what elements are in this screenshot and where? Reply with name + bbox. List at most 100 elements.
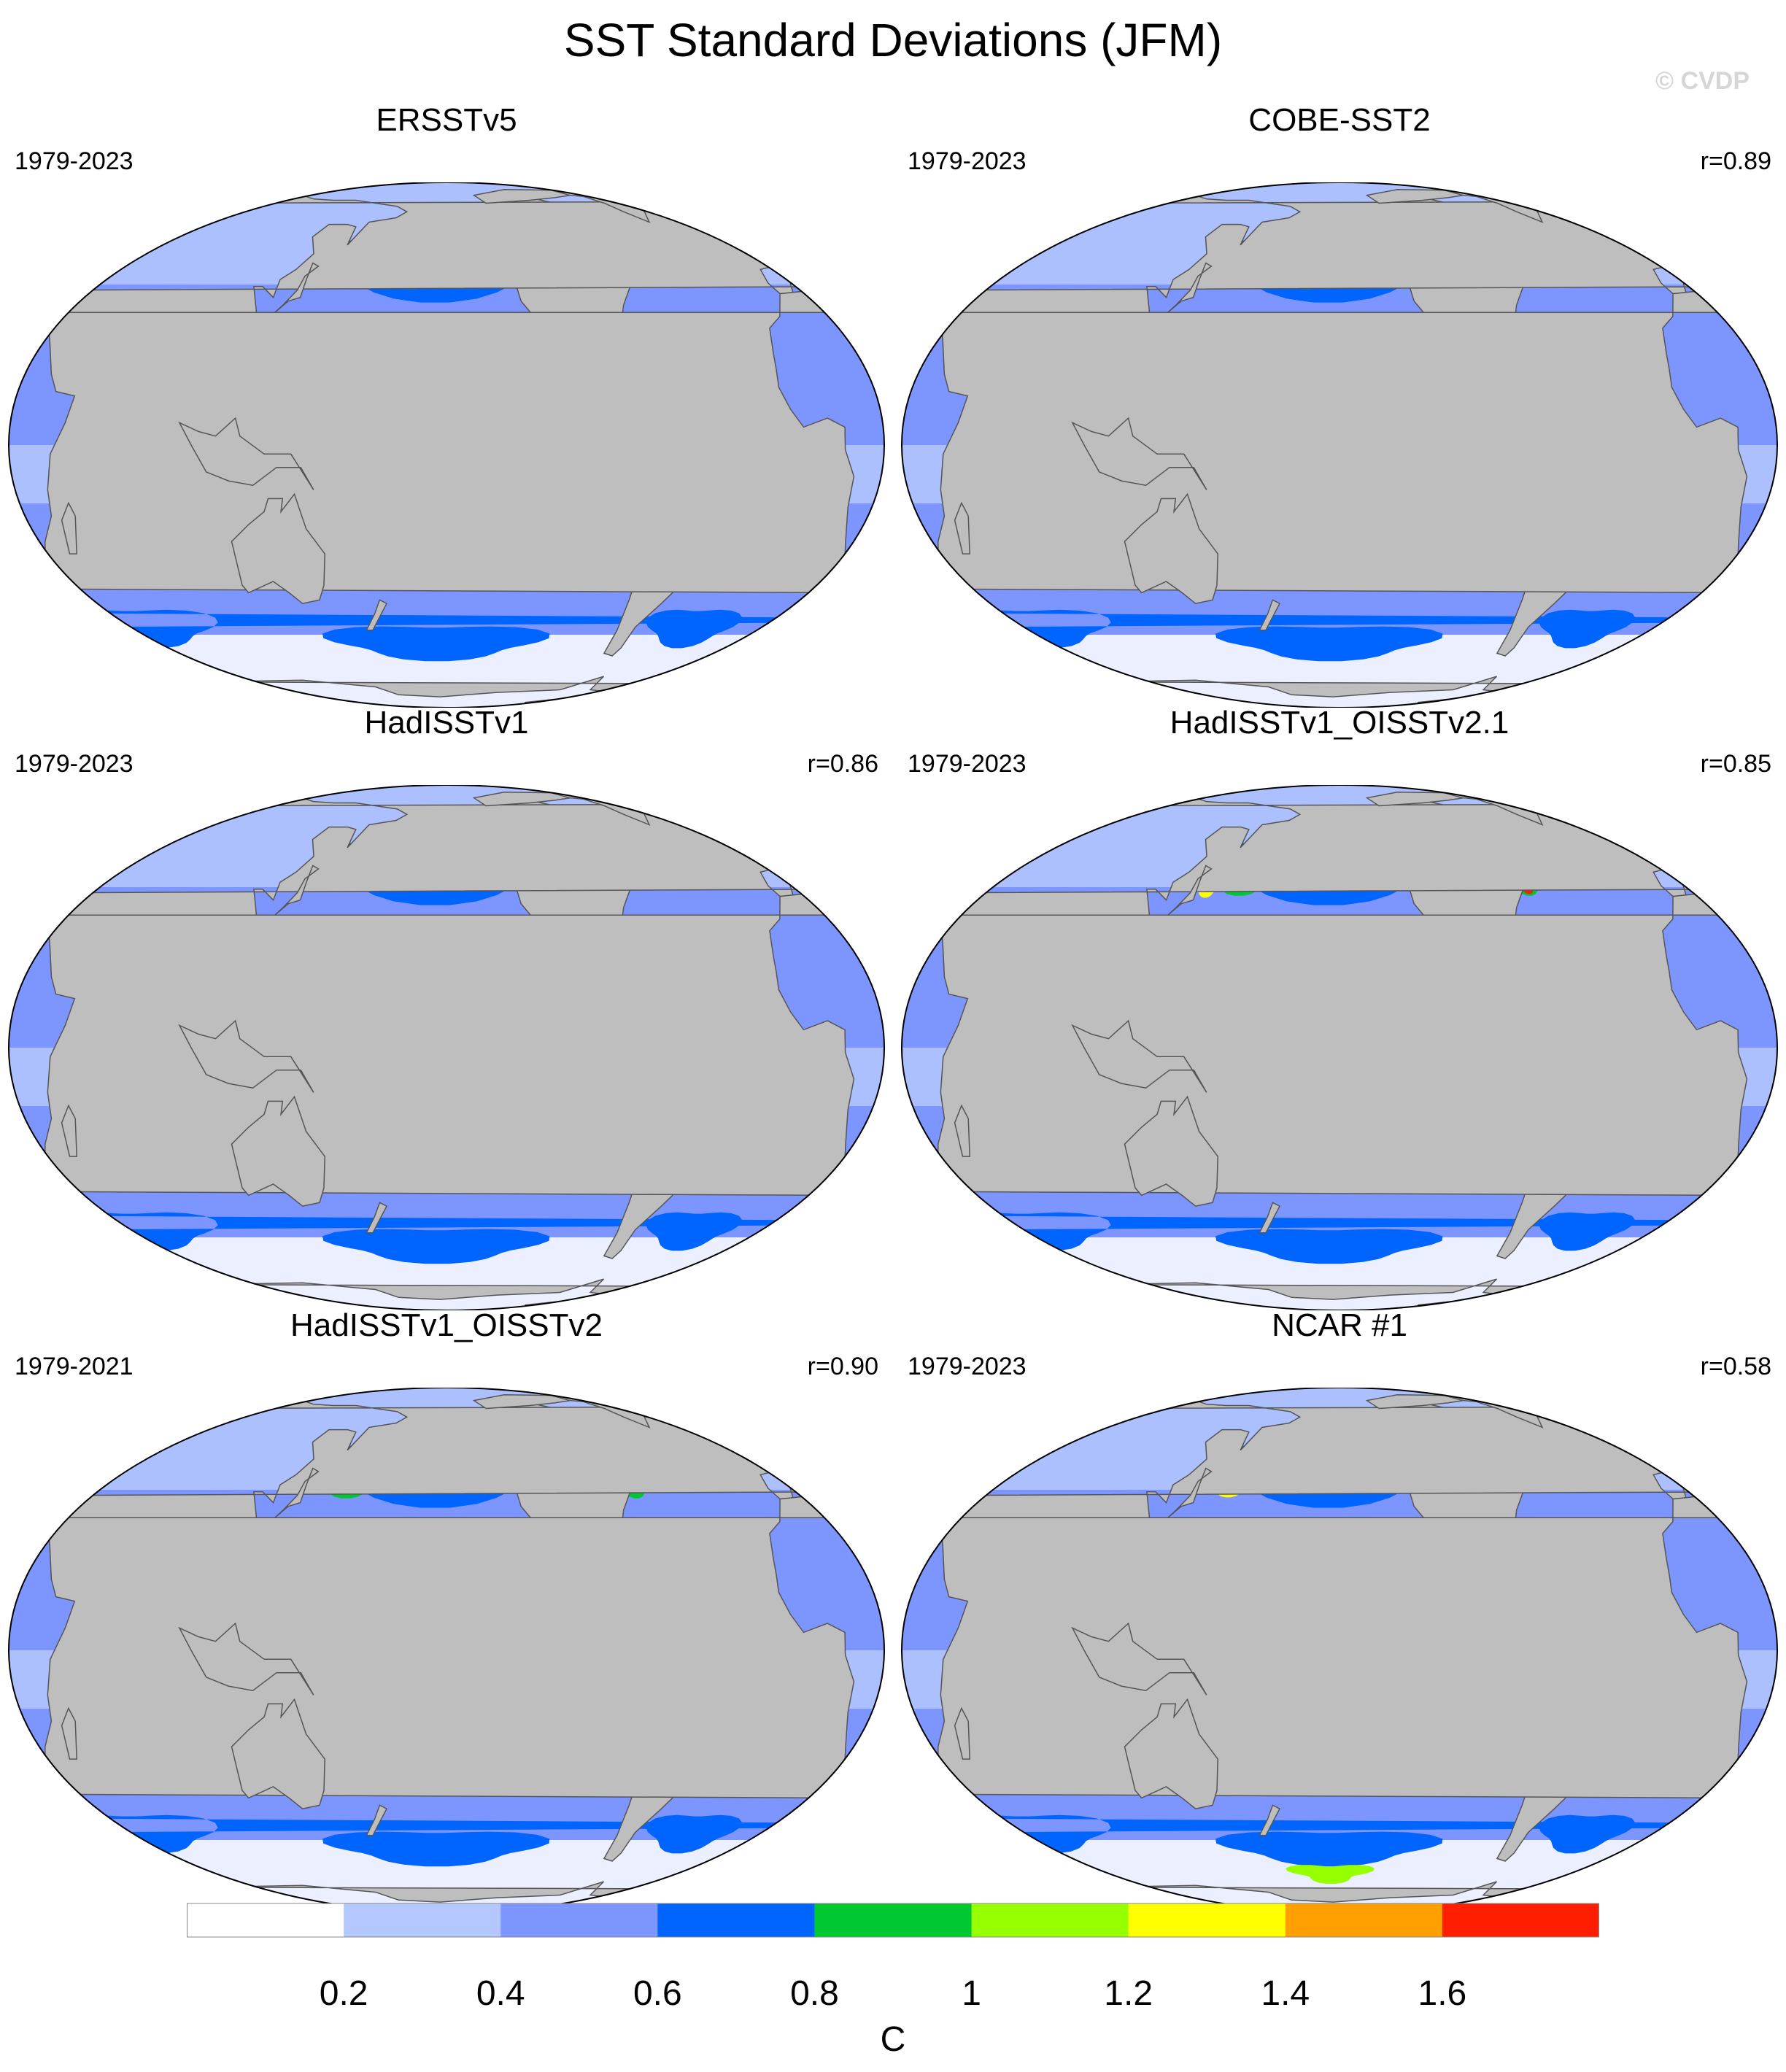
- colorbar: [187, 1903, 1599, 1938]
- colorbar-unit: C: [880, 2020, 906, 2059]
- sst-contour: [646, 1814, 743, 1854]
- panel-period: 1979-2023: [15, 750, 134, 778]
- sst-contour: [1539, 1814, 1636, 1854]
- map-panel-ncar-1: NCAR #1 1979-2023 r=0.58: [893, 1307, 1786, 1913]
- colorbar-swatch: [187, 1903, 344, 1937]
- world-map-hadisstv1-oisstv2: [8, 1388, 885, 1913]
- landmass-africa: [43, 892, 855, 1197]
- landmass-africa: [936, 892, 1748, 1197]
- panel-period: 1979-2023: [908, 1353, 1027, 1380]
- colorbar-swatch: [814, 1903, 973, 1937]
- landmass-indonesia: [1071, 1019, 1207, 1093]
- sst-contour: [1286, 1865, 1375, 1884]
- landmass-arctic: [1365, 189, 1464, 204]
- landmass-madagascar: [61, 1104, 77, 1157]
- figure-title: SST Standard Deviations (JFM): [563, 14, 1223, 66]
- panel-title: HadISSTv1_OISSTv2: [290, 1307, 603, 1343]
- map-panel-hadisstv1: HadISSTv1 1979-2023 r=0.86: [0, 705, 893, 1310]
- colorbar-swatch: [500, 1903, 658, 1937]
- panel-period: 1979-2021: [15, 1353, 134, 1380]
- panel-title: NCAR #1: [1272, 1307, 1407, 1343]
- panel-correlation: r=0.90: [807, 1353, 878, 1380]
- landmass-australia: [1124, 1698, 1218, 1810]
- panel-title: ERSSTv5: [376, 102, 517, 138]
- landmass-japan: [274, 1467, 320, 1518]
- colorbar-tick-label: 1.6: [1418, 1974, 1467, 2013]
- colorbar-tick-label: 0.2: [319, 1974, 368, 2013]
- world-map-hadisstv1-oisstv2-1: [901, 785, 1778, 1310]
- panel-correlation: r=0.85: [1700, 750, 1771, 778]
- landmass-uk: [1622, 1431, 1659, 1454]
- landmass-nz: [1259, 1804, 1281, 1836]
- sst-contour: [1215, 1229, 1443, 1264]
- colorbar-tick-label: 1.2: [1104, 1974, 1153, 2013]
- landmass-japan: [1167, 865, 1213, 916]
- landmass-uk: [729, 226, 766, 249]
- map-panel-hadisstv1-oisstv2: HadISSTv1_OISSTv2 1979-2021 r=0.90: [0, 1307, 893, 1913]
- panel-title: COBE-SST2: [1248, 102, 1431, 138]
- landmass-australia: [231, 492, 325, 605]
- landmass-africa: [936, 289, 1748, 594]
- panel-title: HadISSTv1_OISSTv2.1: [1170, 705, 1509, 741]
- colorbar-tick-label: 0.8: [790, 1974, 839, 2013]
- sst-contour: [1539, 1212, 1636, 1251]
- colorbar-swatch: [971, 1903, 1129, 1937]
- landmass-africa: [43, 1494, 855, 1799]
- sst-contour: [1539, 609, 1636, 649]
- landmass-arctic: [472, 1394, 571, 1410]
- landmass-arctic: [472, 792, 571, 807]
- sst-contour: [322, 1831, 550, 1867]
- landmass-nz: [1259, 1202, 1281, 1234]
- colorbar-tick-label: 1: [962, 1974, 981, 2013]
- landmass-japan: [274, 865, 320, 916]
- landmass-australia: [231, 1698, 325, 1810]
- colorbar-swatch: [657, 1903, 815, 1937]
- landmass-japan: [274, 262, 320, 313]
- landmass-africa: [43, 289, 855, 594]
- landmass-uk: [729, 829, 766, 851]
- colorbar-tick-label: 0.4: [476, 1974, 525, 2013]
- landmass-indonesia: [178, 1019, 314, 1093]
- landmass-japan: [1167, 1467, 1213, 1518]
- colorbar-swatch: [1442, 1903, 1599, 1937]
- landmass-nz: [366, 1202, 388, 1234]
- landmass-africa: [936, 1494, 1748, 1799]
- landmass-uk: [1622, 226, 1659, 249]
- colorbar-tick-label: 0.6: [633, 1974, 682, 2013]
- landmass-arctic: [472, 189, 571, 204]
- sst-contour: [646, 609, 743, 649]
- landmass-madagascar: [954, 1706, 970, 1760]
- landmass-arctic: [1365, 1394, 1464, 1410]
- map-panel-hadisstv1-oisstv2-1: HadISSTv1_OISSTv2.1 1979-2023 r=0.85: [893, 705, 1786, 1310]
- panel-correlation: r=0.86: [807, 750, 878, 778]
- landmass-nz: [1259, 599, 1281, 631]
- colorbar-swatch: [1128, 1903, 1286, 1937]
- landmass-madagascar: [954, 501, 970, 554]
- world-map-cobe-sst2: [901, 182, 1778, 708]
- sst-contour: [1215, 1831, 1443, 1867]
- panel-correlation: r=0.89: [1700, 147, 1771, 175]
- sst-contour: [1215, 626, 1443, 662]
- landmass-indonesia: [178, 417, 314, 490]
- colorbar-tick-label: 1.4: [1261, 1974, 1310, 2013]
- landmass-arctic: [1365, 792, 1464, 807]
- colorbar-swatch: [344, 1903, 501, 1937]
- sst-contour: [322, 626, 550, 662]
- landmass-japan: [1167, 262, 1213, 313]
- landmass-australia: [1124, 1095, 1218, 1207]
- panel-title: HadISSTv1: [364, 705, 529, 741]
- map-panel-cobe-sst2: COBE-SST2 1979-2023 r=0.89: [893, 102, 1786, 708]
- landmass-nz: [366, 599, 388, 631]
- landmass-uk: [729, 1431, 766, 1454]
- sst-contour: [646, 1212, 743, 1251]
- landmass-nz: [366, 1804, 388, 1836]
- world-map-ncar-1: [901, 1388, 1778, 1913]
- world-map-hadisstv1: [8, 785, 885, 1310]
- landmass-indonesia: [1071, 1622, 1207, 1696]
- cvdp-watermark: © CVDP: [1655, 67, 1750, 95]
- panel-period: 1979-2023: [908, 750, 1027, 778]
- landmass-uk: [1622, 829, 1659, 851]
- panel-period: 1979-2023: [908, 147, 1027, 175]
- panel-correlation: r=0.58: [1700, 1353, 1771, 1380]
- world-map-ersstv5: [8, 182, 885, 708]
